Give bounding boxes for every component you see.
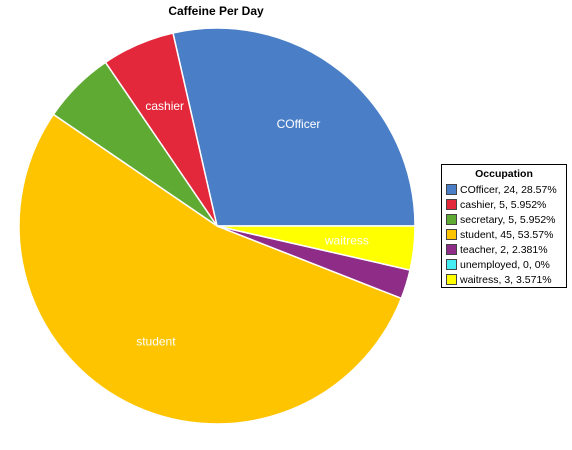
legend-swatch <box>446 199 457 210</box>
legend-swatch <box>446 214 457 225</box>
legend-item-student: student, 45, 53.57% <box>442 227 566 242</box>
legend-swatch <box>446 229 457 240</box>
legend-item-cashier: cashier, 5, 5.952% <box>442 197 566 212</box>
legend-label: secretary, 5, 5.952% <box>460 213 556 226</box>
slice-label-student: student <box>136 335 176 349</box>
legend-item-unemployed: unemployed, 0, 0% <box>442 257 566 272</box>
legend-item-cofficer: COfficer, 24, 28.57% <box>442 182 566 197</box>
legend: Occupation COfficer, 24, 28.57% cashier, … <box>441 164 567 288</box>
legend-label: waitress, 3, 3.571% <box>460 273 552 286</box>
legend-item-secretary: secretary, 5, 5.952% <box>442 212 566 227</box>
slice-label-waitress: waitress <box>324 234 369 248</box>
legend-item-teacher: teacher, 2, 2.381% <box>442 242 566 257</box>
pie-slice-waitress <box>216 225 416 271</box>
legend-label: teacher, 2, 2.381% <box>460 243 548 256</box>
legend-item-waitress: waitress, 3, 3.571% <box>442 272 566 287</box>
legend-label: student, 45, 53.57% <box>460 228 554 241</box>
legend-title: Occupation <box>475 168 533 180</box>
legend-swatch <box>446 274 457 285</box>
chart-title: Caffeine Per Day <box>168 4 264 18</box>
legend-swatch <box>446 184 457 195</box>
slice-label-cashier: cashier <box>145 99 184 113</box>
pie-slice-student <box>18 113 403 425</box>
pie-chart: COfficer cashier student waitress <box>18 27 416 425</box>
slice-label-cofficer: COfficer <box>277 117 321 131</box>
legend-label: cashier, 5, 5.952% <box>460 198 547 211</box>
pie-slice-cofficer <box>172 27 416 227</box>
legend-swatch <box>446 244 457 255</box>
legend-label: COfficer, 24, 28.57% <box>460 183 557 196</box>
legend-items: COfficer, 24, 28.57% cashier, 5, 5.952% se… <box>442 182 566 287</box>
legend-label: unemployed, 0, 0% <box>460 258 550 271</box>
legend-swatch <box>446 259 457 270</box>
